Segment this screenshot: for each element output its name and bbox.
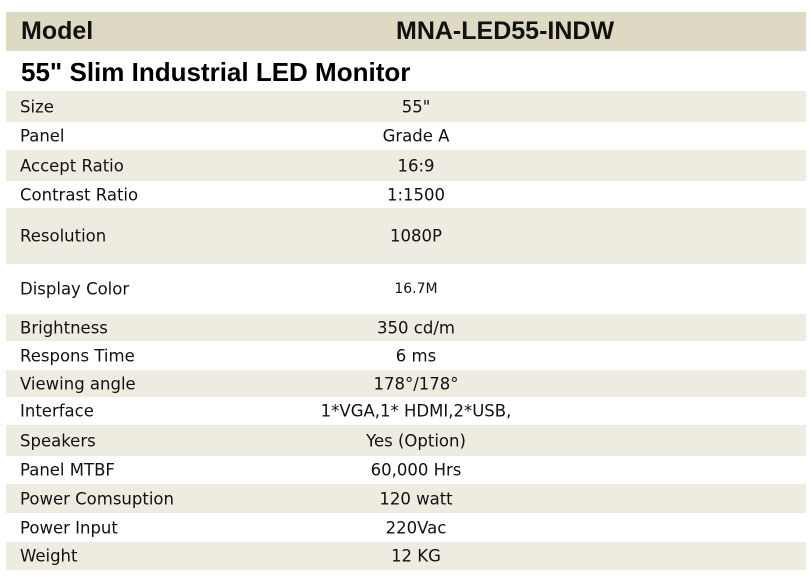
spec-value: 6 ms <box>395 346 437 365</box>
spec-label: Respons Time <box>20 346 135 365</box>
spec-row-display-color: Display Color 16.7M <box>6 264 806 314</box>
spec-row-interface: Interface 1*VGA,1* HDMI,2*USB, <box>6 397 806 425</box>
model-header-row: Model MNA-LED55-INDW <box>6 12 806 51</box>
spec-label: Resolution <box>20 226 107 246</box>
spec-row-size: Size 55" <box>6 91 806 122</box>
spec-value: 1:1500 <box>386 185 446 204</box>
spec-label: Brightness <box>20 318 108 337</box>
spec-label: Weight <box>20 546 78 566</box>
spec-label: Power Comsuption <box>20 489 174 508</box>
spec-label: Panel MTBF <box>20 460 115 480</box>
spec-row-power-input: Power Input 220Vac <box>6 513 806 542</box>
spec-value: Yes (Option) <box>366 431 466 450</box>
model-value: MNA-LED55-INDW <box>396 17 615 45</box>
spec-row-panel: Panel Grade A <box>6 122 806 150</box>
product-title-row: 55" Slim Industrial LED Monitor <box>6 55 806 91</box>
spec-value: 16.7M <box>394 281 438 297</box>
spec-value: 55" <box>401 97 431 116</box>
spec-value: 350 cd/m <box>377 318 455 337</box>
spec-label: Speakers <box>20 431 96 450</box>
spec-value: 16:9 <box>397 156 435 175</box>
spec-value: 12 KG <box>391 546 441 566</box>
spec-label: Size <box>20 97 54 116</box>
spec-row-viewing-angle: Viewing angle 178°/178° <box>6 370 806 397</box>
spec-row-panel-mtbf: Panel MTBF 60,000 Hrs <box>6 456 806 484</box>
spec-label: Accept Ratio <box>20 156 124 175</box>
spec-label: Interface <box>20 401 94 421</box>
spec-value: 1*VGA,1* HDMI,2*USB, <box>320 401 512 421</box>
spec-row-contrast-ratio: Contrast Ratio 1:1500 <box>6 181 806 208</box>
spec-row-brightness: Brightness 350 cd/m <box>6 314 806 341</box>
spec-value: 120 watt <box>379 489 453 508</box>
spec-value: 60,000 Hrs <box>370 460 462 480</box>
spec-row-power-consumption: Power Comsuption 120 watt <box>6 484 806 513</box>
spec-value: 220Vac <box>385 518 447 537</box>
spec-label: Power Input <box>20 518 118 537</box>
spec-row-resolution: Resolution 1080P <box>6 208 806 264</box>
spec-row-accept-ratio: Accept Ratio 16:9 <box>6 150 806 181</box>
spec-value: 1080P <box>390 226 442 246</box>
spec-value: Grade A <box>382 126 450 146</box>
spec-value: 178°/178° <box>373 374 459 393</box>
spec-row-weight: Weight 12 KG <box>6 542 806 570</box>
spec-row-speakers: Speakers Yes (Option) <box>6 425 806 456</box>
product-title: 55" Slim Industrial LED Monitor <box>21 57 411 87</box>
spec-table: Size 55" Panel Grade A Accept Ratio 16:9… <box>6 91 806 570</box>
spec-label: Panel <box>20 126 65 146</box>
spec-label: Display Color <box>20 279 130 299</box>
model-label: Model <box>21 17 94 45</box>
spec-label: Contrast Ratio <box>20 185 139 204</box>
spec-row-response-time: Respons Time 6 ms <box>6 341 806 370</box>
spec-label: Viewing angle <box>20 374 136 393</box>
